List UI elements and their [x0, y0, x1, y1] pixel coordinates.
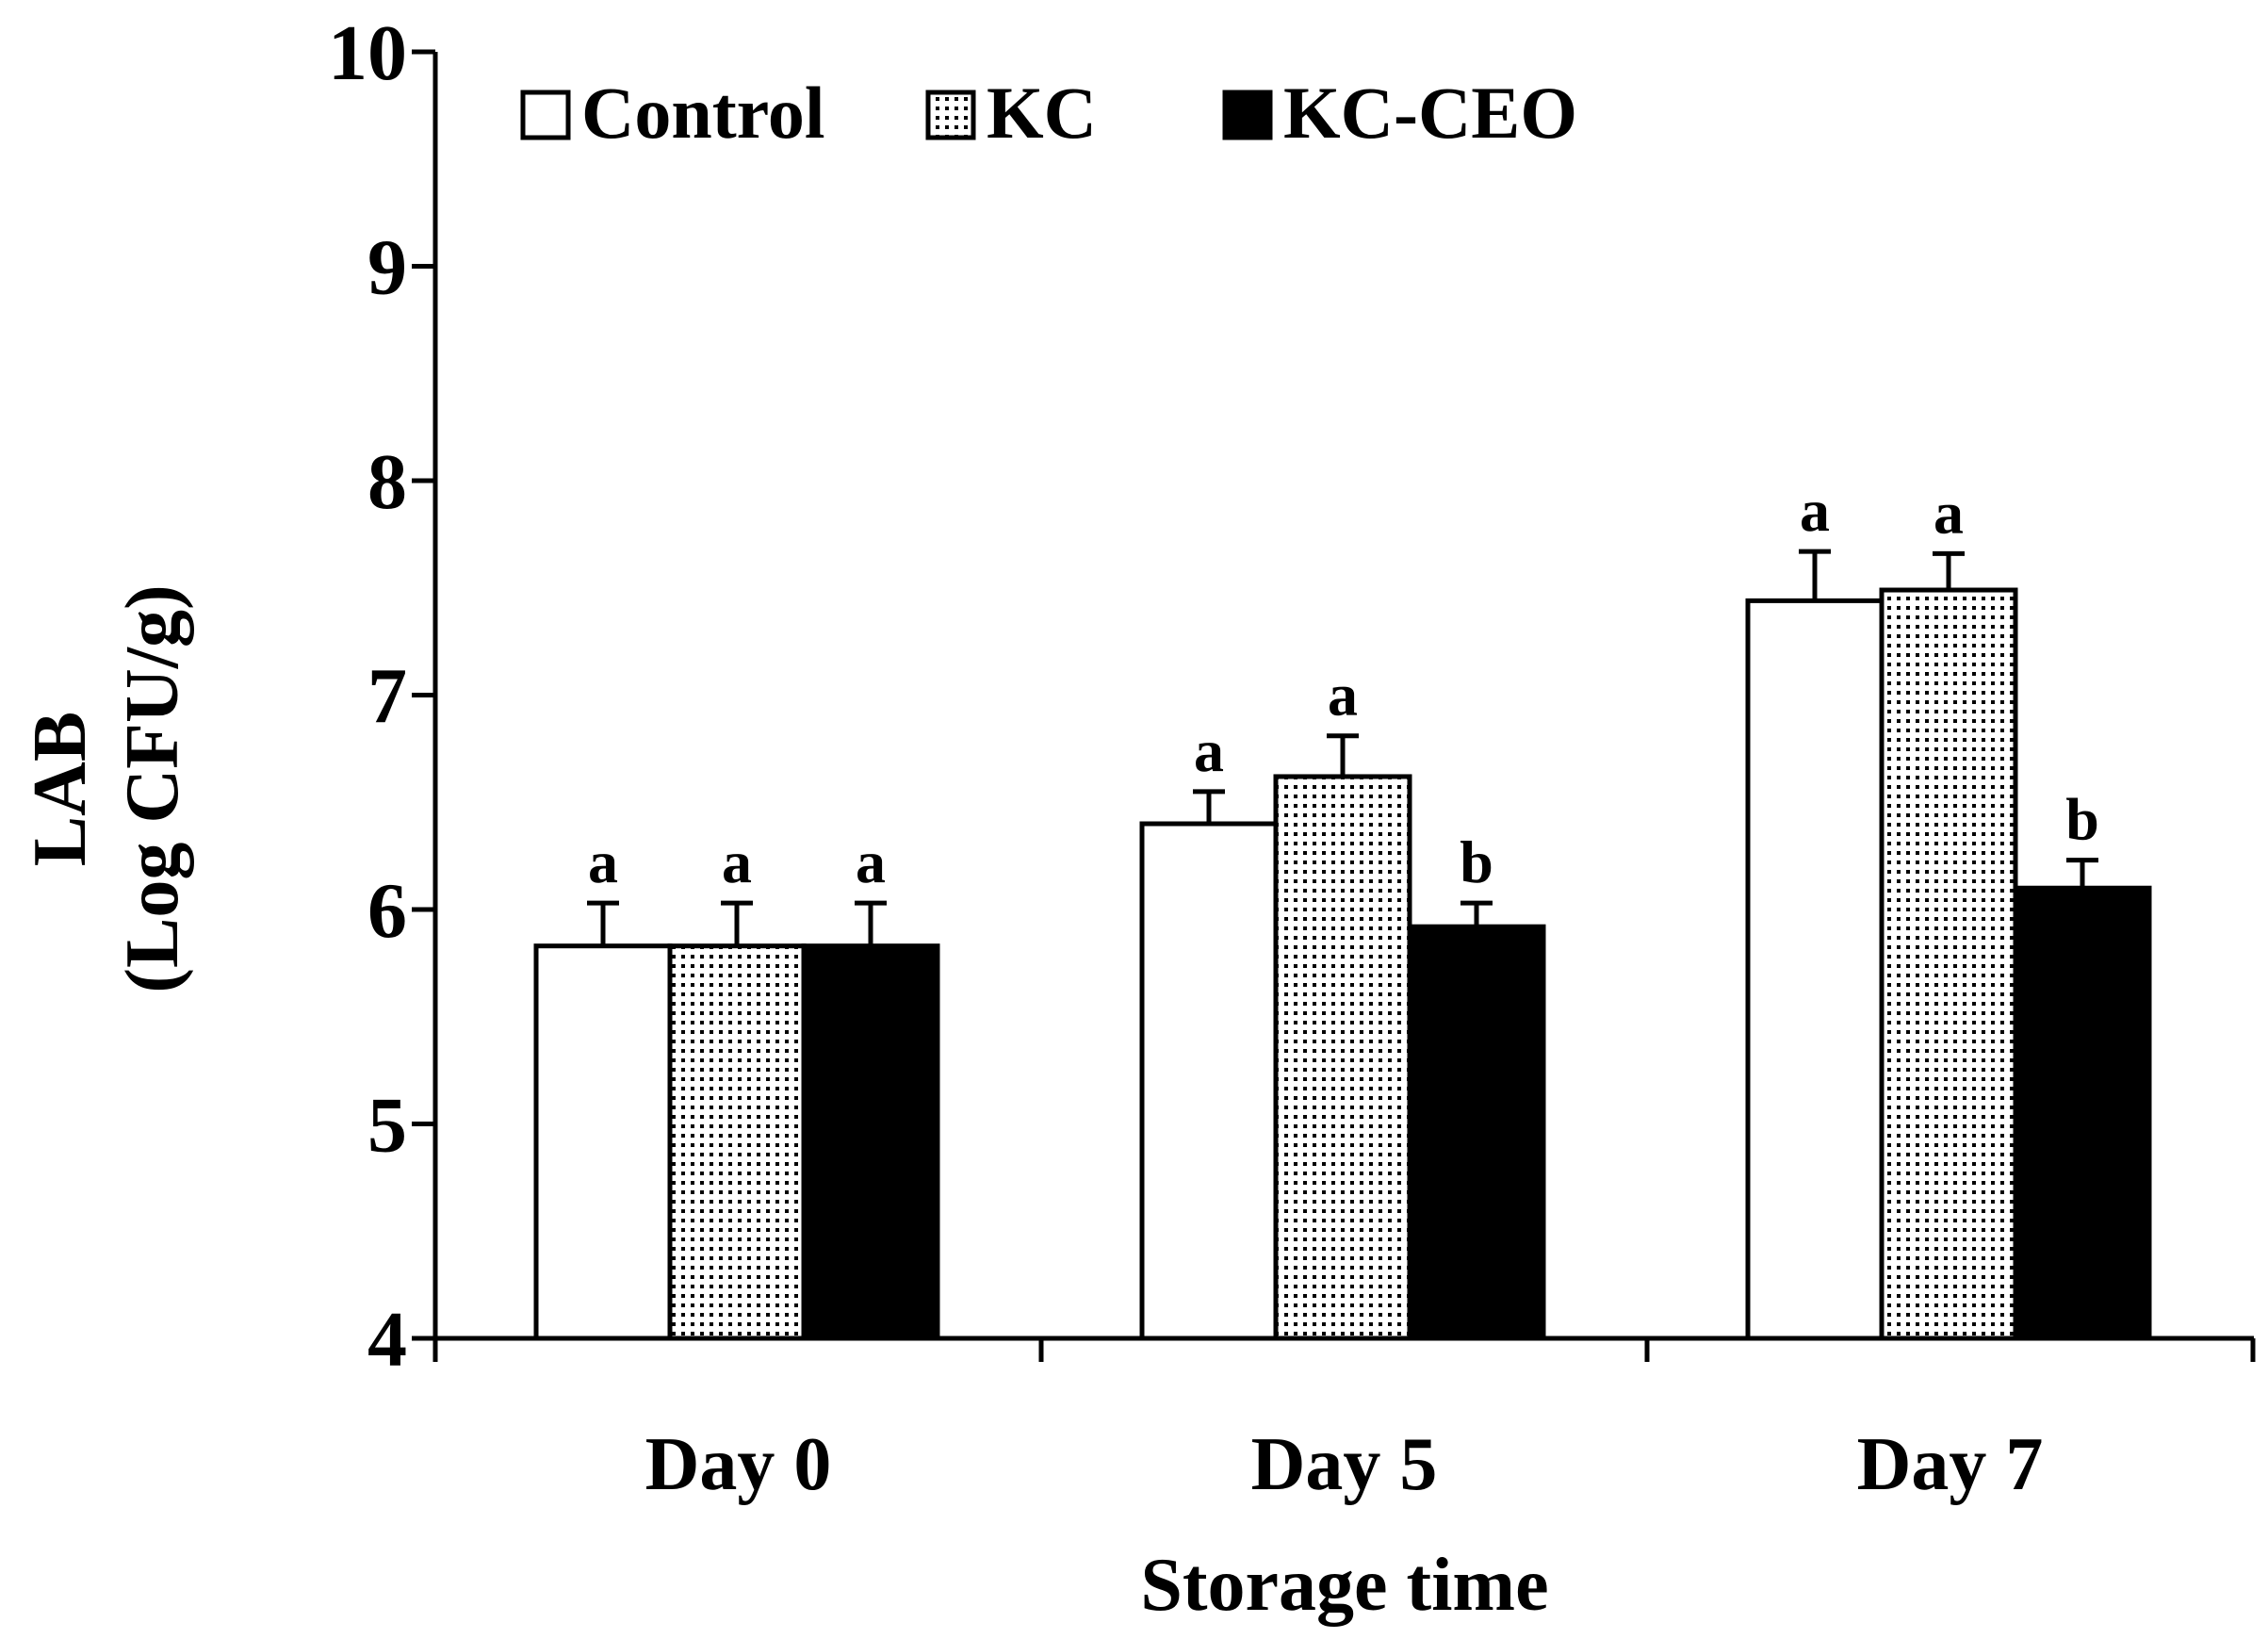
bar-control-day-0 [533, 943, 673, 1341]
x-axis-title: Storage time [1140, 1544, 1548, 1627]
bar-control-day-7 [1745, 598, 1885, 1341]
y-axis-title-line-2: (Log CFU/g) [111, 584, 194, 992]
bar-kc-day-0 [667, 943, 807, 1341]
bar-control-day-5 [1139, 821, 1279, 1341]
bar-kc-ceo-day-5 [1407, 924, 1546, 1341]
significance-label-control-2: a [1800, 477, 1830, 544]
significance-label-kc-0: a [722, 828, 752, 895]
legend-label-kc-ceo: KC-CEO [1283, 72, 1577, 154]
y-tick-label-7: 7 [367, 653, 407, 741]
legend-label-kc: KC [987, 72, 1097, 154]
legend-label-control: Control [581, 72, 825, 154]
bar-kc-day-5 [1273, 774, 1412, 1341]
significance-label-control-1: a [1194, 717, 1224, 784]
legend-swatch-control [520, 90, 571, 140]
bars-layer [533, 549, 2152, 1341]
significance-label-kc-1: a [1328, 662, 1358, 729]
y-tick-label-8: 8 [367, 438, 407, 526]
legend-swatch-kc [925, 90, 976, 140]
y-axis-title-line-1: LAB [19, 712, 102, 867]
y-axis-title: LAB (Log CFU/g) [19, 584, 194, 992]
x-tick-label-day-5: Day 5 [1251, 1423, 1438, 1506]
y-tick-label-4: 4 [367, 1296, 407, 1384]
significance-label-kc-2: a [1934, 479, 1964, 546]
x-tick-label-day-0: Day 0 [645, 1423, 832, 1506]
labels-layer: a a a Day 0 a a b Day 5 a a b Day 7 4 5 6 7 8 9 10 Storage … [19, 9, 2099, 1627]
y-tick-label-10: 10 [328, 9, 407, 97]
significance-label-control-0: a [588, 828, 618, 895]
bar-kc-ceo-day-0 [801, 943, 940, 1341]
y-tick-label-5: 5 [367, 1082, 407, 1170]
significance-label-kc-ceo-0: a [856, 828, 886, 895]
legend-swatch-kc-ceo [1222, 90, 1273, 140]
bar-kc-day-7 [1879, 587, 2018, 1341]
axes-layer [412, 49, 2256, 1362]
bar-kc-ceo-day-7 [2013, 885, 2152, 1341]
legend: Control KC KC-CEO [520, 72, 1577, 154]
significance-label-kc-ceo-2: b [2065, 786, 2099, 853]
y-tick-label-6: 6 [367, 867, 407, 955]
y-tick-label-9: 9 [367, 224, 407, 312]
significance-label-kc-ceo-1: b [1460, 828, 1493, 895]
x-tick-label-day-7: Day 7 [1857, 1423, 2044, 1506]
